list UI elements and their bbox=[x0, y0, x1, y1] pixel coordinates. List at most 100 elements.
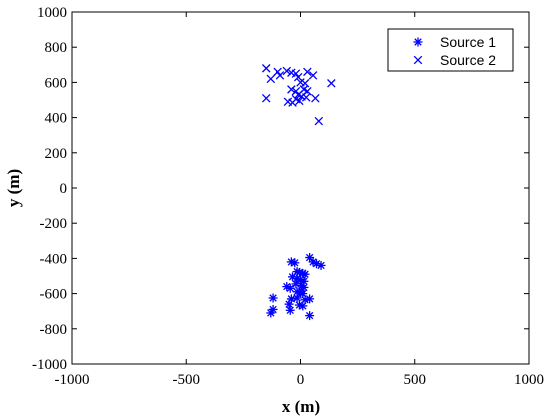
marker-stroke bbox=[282, 66, 292, 76]
marker-stroke bbox=[283, 282, 291, 291]
marker-stroke bbox=[288, 273, 297, 281]
marker-stroke bbox=[312, 259, 321, 268]
marker-stroke bbox=[317, 261, 325, 270]
series-2 bbox=[261, 64, 336, 126]
y-tick-label: -800 bbox=[40, 322, 68, 338]
y-tick-label: 0 bbox=[60, 181, 68, 197]
y-tick-label: -400 bbox=[40, 251, 68, 267]
x-tick-label: -500 bbox=[173, 372, 201, 388]
marker-stroke bbox=[283, 97, 293, 107]
data-point-series-2 bbox=[303, 67, 312, 77]
y-tick-label: 800 bbox=[45, 40, 68, 56]
data-point-series-2 bbox=[275, 71, 285, 80]
marker-stroke bbox=[305, 311, 314, 320]
marker-stroke bbox=[300, 283, 308, 292]
data-point-series-1 bbox=[298, 301, 308, 311]
y-tick-label: -600 bbox=[40, 287, 68, 303]
marker-stroke bbox=[269, 294, 277, 302]
marker-stroke bbox=[287, 68, 296, 77]
data-point-series-1 bbox=[290, 258, 300, 268]
marker-stroke bbox=[299, 289, 307, 298]
marker-stroke bbox=[293, 288, 301, 296]
data-point-series-2 bbox=[288, 98, 297, 107]
legend-box bbox=[387, 28, 514, 72]
marker-stroke bbox=[292, 280, 300, 288]
marker-stroke bbox=[286, 306, 294, 315]
series-1 bbox=[266, 253, 326, 321]
x-tick-label: 0 bbox=[297, 372, 305, 388]
marker-stroke bbox=[273, 67, 282, 77]
data-point-series-2 bbox=[287, 85, 296, 94]
marker-stroke bbox=[287, 85, 296, 94]
data-point-series-2 bbox=[314, 116, 324, 126]
marker-stroke bbox=[327, 79, 336, 88]
y-tick-label: 600 bbox=[45, 75, 68, 91]
marker-stroke bbox=[288, 98, 297, 107]
data-point-series-1 bbox=[292, 293, 302, 303]
legend-marker-series-2 bbox=[413, 55, 423, 65]
data-point-series-2 bbox=[311, 93, 320, 103]
marker-stroke bbox=[314, 116, 324, 126]
marker-stroke bbox=[261, 64, 271, 73]
marker-stroke bbox=[293, 72, 303, 82]
data-point-series-2 bbox=[308, 71, 318, 80]
marker-stroke bbox=[261, 93, 271, 103]
marker-stroke bbox=[267, 309, 275, 317]
marker-stroke bbox=[303, 67, 312, 77]
data-point-series-1 bbox=[268, 293, 278, 303]
tick-labels: -1000 -500 0 500 1000 -1000 -800 -600 -400 -200 0 2… bbox=[32, 5, 544, 388]
marker-stroke bbox=[300, 79, 310, 88]
data-point-series-1 bbox=[305, 311, 315, 321]
data-point-series-2 bbox=[282, 66, 292, 76]
marker-stroke bbox=[308, 71, 318, 80]
marker-stroke bbox=[305, 253, 314, 262]
x-tick-label: 1000 bbox=[514, 372, 544, 388]
marker-stroke bbox=[296, 78, 305, 87]
marker-stroke bbox=[293, 294, 301, 302]
marker-stroke bbox=[305, 295, 314, 303]
x-axis-label: x (m) bbox=[282, 397, 320, 416]
legend-label-series-1: Source 1 bbox=[440, 34, 496, 50]
data-points bbox=[261, 64, 336, 321]
marker-stroke bbox=[286, 284, 294, 293]
marker-stroke bbox=[287, 258, 296, 266]
marker-stroke bbox=[295, 96, 304, 106]
axes bbox=[71, 11, 530, 365]
data-point-series-2 bbox=[293, 72, 303, 82]
legend-label-series-2: Source 2 bbox=[440, 52, 496, 68]
data-point-series-1 bbox=[316, 260, 326, 270]
marker-stroke bbox=[291, 86, 301, 96]
y-tick-label: 1000 bbox=[37, 5, 67, 21]
data-point-series-2 bbox=[261, 64, 271, 73]
data-point-series-1 bbox=[285, 283, 295, 293]
legend-marker-series-1 bbox=[413, 37, 423, 47]
y-tick-label: -200 bbox=[40, 216, 68, 232]
data-point-series-1 bbox=[299, 282, 309, 292]
data-point-series-1 bbox=[284, 299, 294, 309]
x-tick-label: -1000 bbox=[55, 372, 90, 388]
y-axis-label: y (m) bbox=[4, 169, 23, 207]
marker-stroke bbox=[299, 302, 307, 310]
legend: Source 1 Source 2 bbox=[387, 28, 514, 72]
data-point-series-2 bbox=[301, 93, 311, 102]
data-point-series-1 bbox=[285, 305, 295, 315]
marker-stroke bbox=[309, 258, 317, 266]
data-point-series-2 bbox=[327, 79, 336, 88]
marker-stroke bbox=[311, 93, 320, 103]
marker-stroke bbox=[275, 71, 285, 80]
y-tick-label: 200 bbox=[45, 146, 68, 162]
marker-stroke bbox=[301, 93, 311, 102]
marker-stroke bbox=[293, 274, 301, 283]
y-tick-label: 400 bbox=[45, 111, 68, 127]
marker-stroke bbox=[295, 301, 304, 309]
data-point-series-2 bbox=[261, 93, 271, 103]
marker-stroke bbox=[285, 300, 293, 308]
x-tick-label: 500 bbox=[404, 372, 427, 388]
data-point-series-2 bbox=[266, 74, 276, 84]
data-point-series-1 bbox=[266, 308, 276, 318]
marker-stroke bbox=[266, 74, 276, 84]
marker-stroke bbox=[414, 38, 422, 46]
marker-stroke bbox=[413, 55, 423, 65]
data-point-series-1 bbox=[305, 294, 315, 304]
